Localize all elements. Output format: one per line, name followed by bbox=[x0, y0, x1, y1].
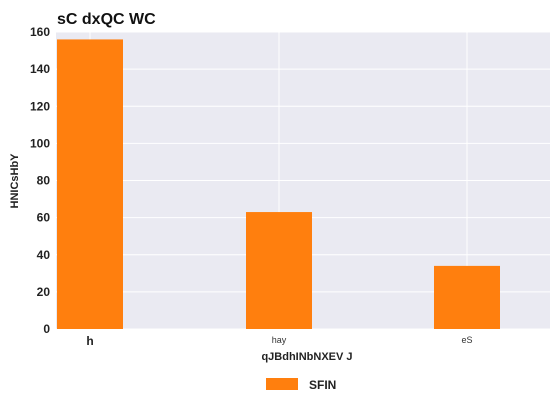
y-axis-label: HNICsHbY bbox=[9, 153, 21, 209]
y-axis-ticks: 0 20 40 60 80 100 120 140 160 bbox=[30, 25, 50, 336]
y-tick-label: 140 bbox=[30, 62, 50, 76]
y-tick-label: 120 bbox=[30, 99, 50, 113]
x-tick-label: eS bbox=[461, 335, 472, 345]
y-tick-label: 40 bbox=[37, 248, 51, 262]
chart-title: sC dxQC WC bbox=[57, 11, 156, 28]
legend-swatch bbox=[266, 378, 298, 390]
bar-hay bbox=[246, 212, 312, 329]
x-tick-label: h bbox=[86, 334, 93, 348]
x-axis-ticks: h hay eS bbox=[86, 334, 472, 348]
y-tick-label: 20 bbox=[37, 285, 51, 299]
y-tick-label: 60 bbox=[37, 211, 51, 225]
y-tick-label: 80 bbox=[37, 174, 51, 188]
x-tick-label: hay bbox=[272, 335, 287, 345]
bar-h bbox=[57, 39, 123, 330]
legend: SFIN bbox=[266, 378, 336, 392]
y-tick-label: 0 bbox=[43, 322, 50, 336]
legend-label-sfin: SFIN bbox=[309, 378, 336, 392]
x-axis-label: qJBdhINbNXEV J bbox=[261, 351, 352, 363]
bar-eS bbox=[434, 265, 500, 329]
y-tick-label: 160 bbox=[30, 25, 50, 39]
bar-series bbox=[57, 39, 500, 330]
y-tick-label: 100 bbox=[30, 136, 50, 150]
